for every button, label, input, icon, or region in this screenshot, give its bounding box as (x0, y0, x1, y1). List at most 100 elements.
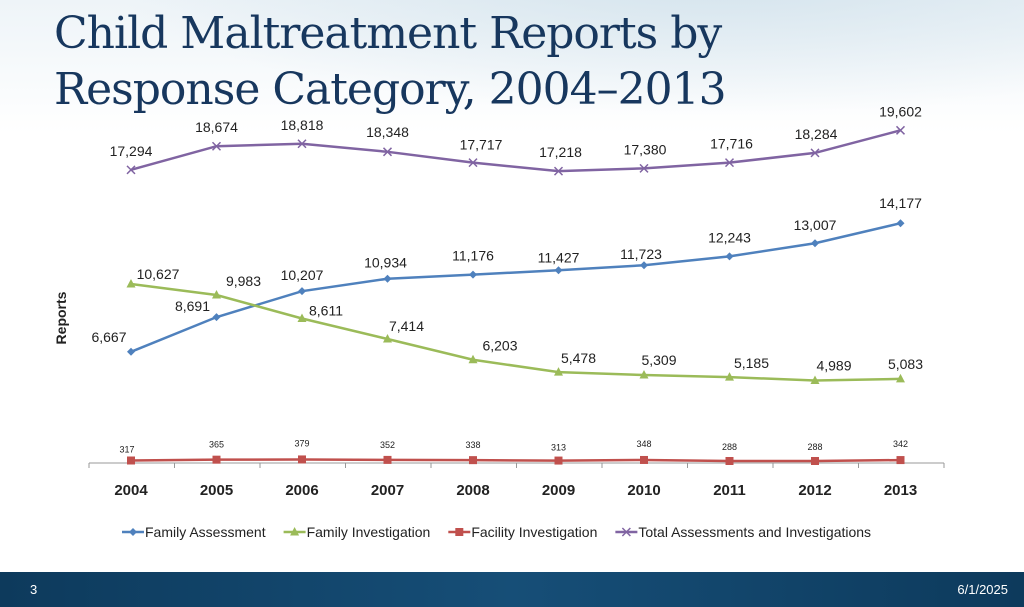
x-tick-label: 2011 (713, 482, 746, 499)
data-label: 11,427 (538, 249, 580, 265)
data-label: 5,185 (734, 355, 769, 371)
data-label: 5,478 (561, 350, 596, 366)
legend-label: Family Investigation (307, 524, 431, 540)
data-label: 8,611 (309, 303, 343, 319)
legend-marker (290, 527, 300, 536)
data-label: 348 (636, 439, 651, 449)
data-label: 17,294 (110, 143, 153, 159)
legend-marker (621, 527, 631, 537)
data-label: 10,934 (364, 255, 407, 271)
data-point (724, 158, 735, 168)
data-label: 18,674 (195, 119, 238, 135)
data-label: 379 (294, 438, 309, 448)
data-point (127, 456, 135, 465)
data-label: 10,627 (137, 266, 180, 282)
data-label: 338 (465, 440, 480, 450)
data-label: 9,983 (226, 273, 261, 289)
data-label: 11,176 (452, 248, 494, 264)
legend-item: Facility Investigation (448, 524, 597, 540)
data-point (297, 139, 307, 149)
data-label: 365 (209, 440, 224, 450)
data-point (896, 373, 905, 383)
data-point (639, 370, 649, 379)
data-label: 352 (380, 440, 395, 450)
data-point (553, 166, 564, 176)
series-facility-investigation: 317 365 379 352 338 313 348 288 288 342 (119, 438, 908, 465)
data-label: 5,083 (888, 356, 923, 372)
data-point (811, 239, 819, 248)
series-line (130, 129, 901, 173)
data-point (811, 456, 819, 465)
data-point (298, 287, 306, 296)
data-point (127, 347, 135, 356)
data-label: 10,207 (281, 267, 324, 283)
series-line (130, 282, 901, 382)
data-point (640, 455, 648, 464)
data-point (554, 266, 563, 275)
data-point (725, 372, 734, 381)
data-point (468, 158, 478, 168)
data-point (554, 456, 563, 465)
series-family-investigation: 10,627 9,983 8,611 7,414 6,203 5,478 5,309 5,18… (126, 266, 923, 385)
series-family-assessment: 6,667 8,691 10,207 10,934 11,176 11,427 11,723… (91, 195, 922, 356)
data-point (298, 455, 306, 464)
data-label: 17,218 (539, 144, 582, 160)
x-tick-label: 2013 (884, 482, 917, 499)
legend-item: Total Assessments and Investigations (615, 524, 871, 540)
slide-number: 3 (30, 582, 38, 597)
x-tick-label: 2005 (200, 482, 233, 499)
slide-footer: 3 6/1/2025 (0, 572, 1024, 607)
legend-marker (129, 528, 137, 536)
data-label: 8,691 (175, 298, 210, 314)
slide-title: Child Maltreatment Reports by Response C… (54, 8, 727, 115)
data-label: 18,348 (366, 124, 409, 140)
data-label: 18,284 (795, 126, 838, 142)
data-point (126, 278, 136, 288)
series-line (130, 221, 901, 353)
data-point (297, 313, 307, 323)
data-point (640, 261, 648, 270)
legend-label: Facility Investigation (471, 524, 597, 540)
data-label: 5,309 (641, 352, 676, 368)
data-label: 342 (893, 439, 908, 449)
x-tick-label: 2006 (285, 482, 318, 499)
data-label: 4,989 (816, 358, 851, 374)
data-label: 17,716 (710, 136, 753, 152)
series-total-assessments-and-investigations: 17,294 18,674 18,818 18,348 17,717 17,218 17,3… (110, 103, 922, 176)
x-tick-label: 2007 (371, 482, 404, 499)
x-tick-label: 2012 (798, 482, 831, 499)
legend-item: Family Investigation (283, 524, 431, 540)
line-chart: Reports 2004 2005 2006 2007 2008 2009 2010 2011 2… (53, 103, 945, 540)
data-label: 13,007 (794, 217, 837, 233)
data-point (211, 141, 222, 151)
legend-item: Family Assessment (122, 524, 266, 540)
data-point (383, 455, 392, 464)
data-label: 288 (722, 442, 737, 452)
data-point (639, 163, 649, 173)
data-label: 17,380 (624, 141, 667, 157)
data-label: 18,818 (281, 117, 324, 133)
data-label: 11,723 (620, 246, 662, 262)
data-label: 288 (807, 442, 822, 452)
data-label: 19,602 (879, 103, 922, 119)
x-tick-label: 2010 (627, 482, 660, 499)
data-point (725, 252, 734, 261)
legend-label: Total Assessments and Investigations (638, 524, 871, 540)
x-tick-label: 2009 (542, 482, 575, 499)
x-tick-label: 2004 (114, 482, 148, 499)
data-point (126, 165, 136, 175)
data-point (383, 274, 392, 283)
data-point (468, 354, 478, 364)
data-label: 313 (551, 443, 566, 453)
data-point (725, 456, 734, 465)
data-label: 12,243 (708, 229, 751, 245)
data-label: 17,717 (460, 137, 503, 153)
data-label: 7,414 (389, 318, 424, 334)
data-point (212, 290, 221, 299)
series-line (130, 458, 901, 463)
data-point (212, 313, 221, 322)
data-point (212, 455, 221, 464)
x-tick-label: 2008 (456, 482, 489, 499)
data-point (382, 147, 393, 157)
data-point (895, 125, 906, 135)
